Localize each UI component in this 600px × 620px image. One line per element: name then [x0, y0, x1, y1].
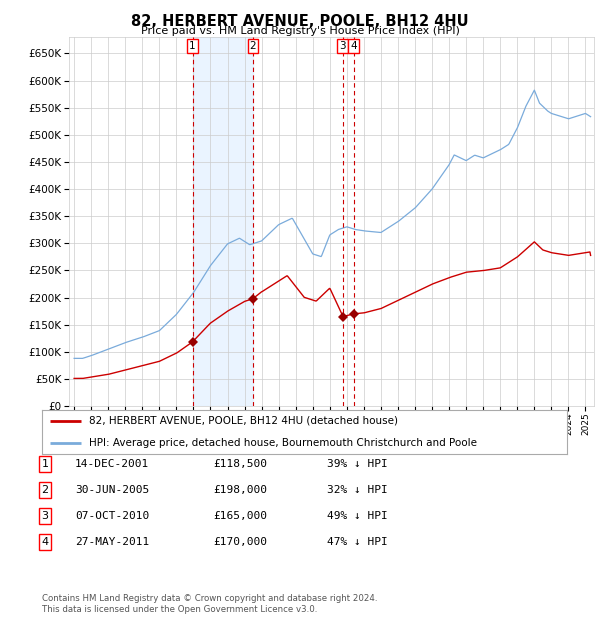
Text: 39% ↓ HPI: 39% ↓ HPI: [327, 459, 388, 469]
Text: 49% ↓ HPI: 49% ↓ HPI: [327, 511, 388, 521]
Text: 82, HERBERT AVENUE, POOLE, BH12 4HU (detached house): 82, HERBERT AVENUE, POOLE, BH12 4HU (det…: [89, 416, 398, 426]
Text: 14-DEC-2001: 14-DEC-2001: [75, 459, 149, 469]
Text: 47% ↓ HPI: 47% ↓ HPI: [327, 537, 388, 547]
Text: £198,000: £198,000: [213, 485, 267, 495]
Text: Price paid vs. HM Land Registry's House Price Index (HPI): Price paid vs. HM Land Registry's House …: [140, 26, 460, 36]
Text: 4: 4: [41, 537, 49, 547]
Text: HPI: Average price, detached house, Bournemouth Christchurch and Poole: HPI: Average price, detached house, Bour…: [89, 438, 477, 448]
Bar: [193, 37, 253, 406]
Text: 3: 3: [41, 511, 49, 521]
Text: £165,000: £165,000: [213, 511, 267, 521]
Text: 2: 2: [250, 41, 256, 51]
Text: 3: 3: [340, 41, 346, 51]
Text: This data is licensed under the Open Government Licence v3.0.: This data is licensed under the Open Gov…: [42, 604, 317, 614]
Text: £118,500: £118,500: [213, 459, 267, 469]
Text: 82, HERBERT AVENUE, POOLE, BH12 4HU: 82, HERBERT AVENUE, POOLE, BH12 4HU: [131, 14, 469, 29]
Text: Contains HM Land Registry data © Crown copyright and database right 2024.: Contains HM Land Registry data © Crown c…: [42, 593, 377, 603]
Text: £170,000: £170,000: [213, 537, 267, 547]
Text: 1: 1: [189, 41, 196, 51]
Text: 4: 4: [350, 41, 357, 51]
Text: 07-OCT-2010: 07-OCT-2010: [75, 511, 149, 521]
Text: 1: 1: [41, 459, 49, 469]
Text: 32% ↓ HPI: 32% ↓ HPI: [327, 485, 388, 495]
Text: 2: 2: [41, 485, 49, 495]
Text: 27-MAY-2011: 27-MAY-2011: [75, 537, 149, 547]
Text: 30-JUN-2005: 30-JUN-2005: [75, 485, 149, 495]
